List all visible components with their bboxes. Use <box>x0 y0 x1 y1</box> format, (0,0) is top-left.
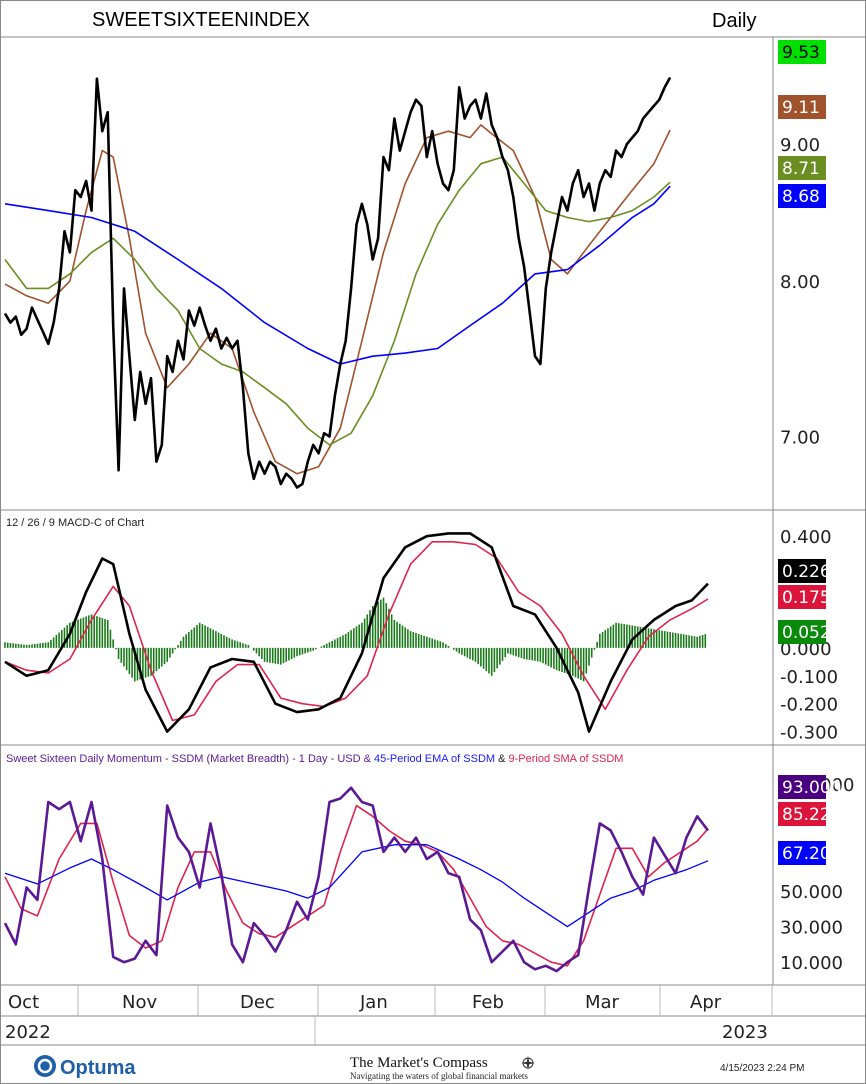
month-label: Nov <box>122 992 157 1013</box>
chart-title: SWEETSIXTEENINDEX <box>92 9 310 31</box>
price-series-ema_brown <box>4 124 671 475</box>
ema-legend: 45-Period EMA of SSDM <box>374 753 495 765</box>
price-panel: 7.00 8.00 9.00 9.53 9.11 8.71 8.68 <box>3 40 826 489</box>
year-label: 2023 <box>722 1022 768 1043</box>
year-label: 2022 <box>5 1022 51 1043</box>
momentum-series-ssdm <box>3 786 710 973</box>
momentum-value-tag <box>778 802 826 826</box>
period-label: Daily <box>712 10 756 32</box>
optuma-logo-icon <box>34 1055 56 1077</box>
macd-y-tick-label: 0.400 <box>780 527 832 548</box>
macd-value-tag <box>778 559 826 583</box>
price-value-tag-text: 8.68 <box>782 187 820 207</box>
month-label: Jan <box>359 992 388 1013</box>
optuma-brand: Optuma <box>60 1057 136 1079</box>
price-value-tag <box>778 95 826 119</box>
momentum-value-tag <box>778 775 826 799</box>
momentum-series-name: Sweet Sixteen Daily Momentum - SSDM (Mar… <box>6 753 361 765</box>
month-label: Oct <box>8 992 39 1013</box>
publisher-name: The Market's Compass <box>350 1055 488 1071</box>
macd-panel: 0.400 0.000 -0.100 -0.200 -0.300 0.226 0.175 0.… <box>4 527 838 744</box>
month-label: Apr <box>690 992 722 1013</box>
momentum-y-tick-label: 30.000 <box>780 918 843 939</box>
price-y-tick-label: 8.00 <box>780 272 820 293</box>
price-series-sma_green <box>4 156 671 446</box>
month-label: Dec <box>240 992 275 1013</box>
macd-value-tag-text: 0.226 <box>782 562 831 582</box>
macd-panel-title: 12 / 26 / 9 MACD-C of Chart <box>6 517 144 529</box>
month-label: Feb <box>472 992 504 1013</box>
x-axis: Oct Nov Dec Jan Feb Mar Apr 2022 2023 <box>5 985 773 1045</box>
panel-borders <box>0 36 866 1046</box>
macd-y-tick-label: 0.000 <box>780 639 832 660</box>
momentum-y-tick-label: 50.000 <box>780 882 843 903</box>
price-y-tick-label: 7.00 <box>780 428 820 449</box>
price-value-tag <box>778 184 826 208</box>
momentum-value-tag-text: 85.222 <box>782 805 841 825</box>
price-value-tag-text: 9.53 <box>782 43 820 63</box>
momentum-value-tag <box>778 841 826 865</box>
momentum-series-sma9 <box>4 804 709 967</box>
sma-legend: 9-Period SMA of SSDM <box>509 753 624 765</box>
momentum-value-tag-text: 67.201 <box>782 844 841 864</box>
price-value-tag <box>778 156 826 180</box>
momentum-series-ema45 <box>4 844 709 928</box>
month-label: Mar <box>585 992 620 1013</box>
price-value-tag-text: 8.71 <box>782 159 820 179</box>
momentum-panel: 110.00050.00030.00010.00093.00085.22267.… <box>3 775 854 974</box>
macd-value-tag-text: 0.052 <box>782 623 831 643</box>
macd-value-tag-text: 0.175 <box>782 588 831 608</box>
macd-value-tag <box>778 585 826 609</box>
price-y-tick-label: 9.00 <box>780 135 820 156</box>
compass-icon <box>521 1056 535 1070</box>
macd-value-tag <box>778 620 826 644</box>
momentum-panel-title: Sweet Sixteen Daily Momentum - SSDM (Mar… <box>6 753 623 765</box>
macd-y-tick-label: -0.200 <box>780 695 838 716</box>
price-value-tag <box>778 40 826 64</box>
macd-y-tick-label: -0.300 <box>780 723 838 744</box>
price-value-tag-text: 9.11 <box>782 98 820 118</box>
timestamp: 4/15/2023 2:24 PM <box>720 1063 805 1074</box>
price-series-ma_blue <box>4 185 671 365</box>
price-series-price <box>3 76 672 489</box>
momentum-y-tick-label: 10.000 <box>780 953 843 974</box>
momentum-value-tag-text: 93.000 <box>782 778 841 798</box>
publisher-tagline: Navigating the waters of global financia… <box>350 1071 528 1081</box>
macd-series-macd <box>4 532 709 733</box>
macd-y-tick-label: -0.100 <box>780 667 838 688</box>
optuma-logo: Optuma <box>34 1055 136 1079</box>
